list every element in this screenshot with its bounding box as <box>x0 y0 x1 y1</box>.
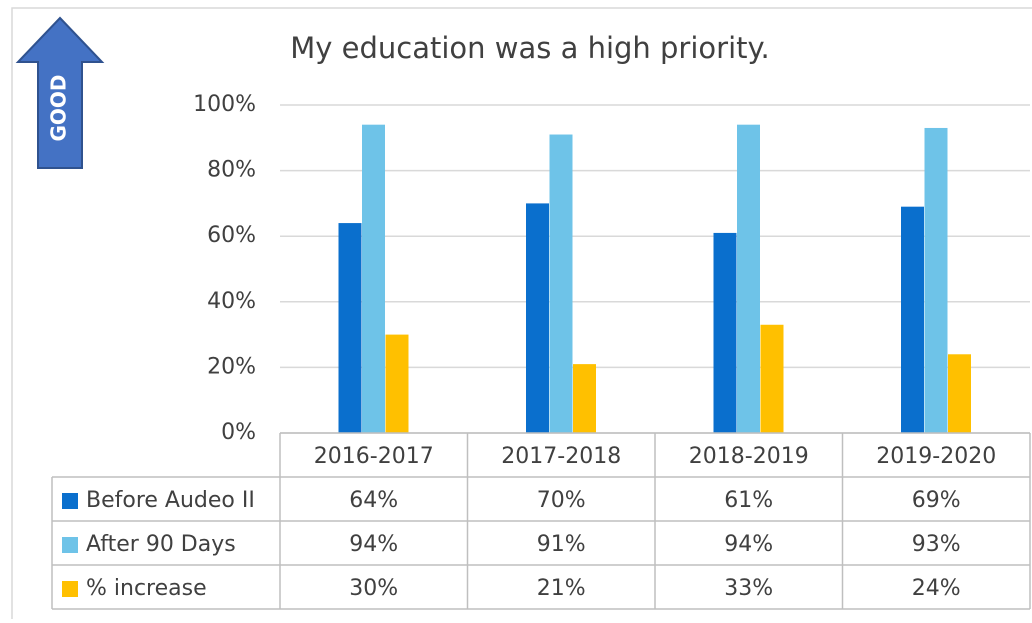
bar <box>549 134 573 433</box>
good-arrow <box>15 16 105 169</box>
legend-swatch <box>62 581 78 597</box>
bar <box>760 324 784 433</box>
bar <box>362 124 385 434</box>
y-tick-label: 80% <box>207 158 256 183</box>
table-cell: 70% <box>537 488 586 513</box>
y-tick-label: 60% <box>207 223 256 248</box>
y-tick-label: 100% <box>193 92 256 117</box>
legend-label: Before Audeo II <box>86 488 255 513</box>
table-cell: 64% <box>349 488 398 513</box>
bar <box>713 232 737 433</box>
bar <box>948 354 971 433</box>
chart-title: My education was a high priority. <box>290 31 770 65</box>
table-cell: 21% <box>537 576 586 601</box>
table-cell: 69% <box>912 488 961 513</box>
table-cell: 24% <box>912 576 961 601</box>
bar <box>573 364 596 433</box>
y-tick-label: 20% <box>207 354 256 379</box>
table-cell: 93% <box>912 532 961 557</box>
chart-frame <box>11 7 1032 623</box>
bar <box>924 127 948 434</box>
bar <box>737 124 760 434</box>
legend-label: After 90 Days <box>86 532 236 557</box>
y-tick-label: 40% <box>207 289 256 314</box>
x-tick-label: 2016-2017 <box>314 444 434 469</box>
legend-swatch <box>62 537 78 553</box>
x-tick-label: 2019-2020 <box>876 444 996 469</box>
bar <box>901 206 924 433</box>
bar <box>338 223 362 433</box>
legend-label: % increase <box>86 576 207 601</box>
arrow-label: GOOD <box>47 74 71 141</box>
table-cell: 94% <box>724 532 773 557</box>
table-cell: 94% <box>349 532 398 557</box>
table-cell: 33% <box>724 576 773 601</box>
x-tick-label: 2018-2019 <box>689 444 809 469</box>
table-cell: 61% <box>724 488 773 513</box>
table-cell: 91% <box>537 532 586 557</box>
x-tick-label: 2017-2018 <box>501 444 621 469</box>
bar <box>385 334 409 433</box>
table-cell: 30% <box>349 576 398 601</box>
bar <box>526 203 549 433</box>
legend-swatch <box>62 493 78 509</box>
y-tick-label: 0% <box>221 420 256 445</box>
